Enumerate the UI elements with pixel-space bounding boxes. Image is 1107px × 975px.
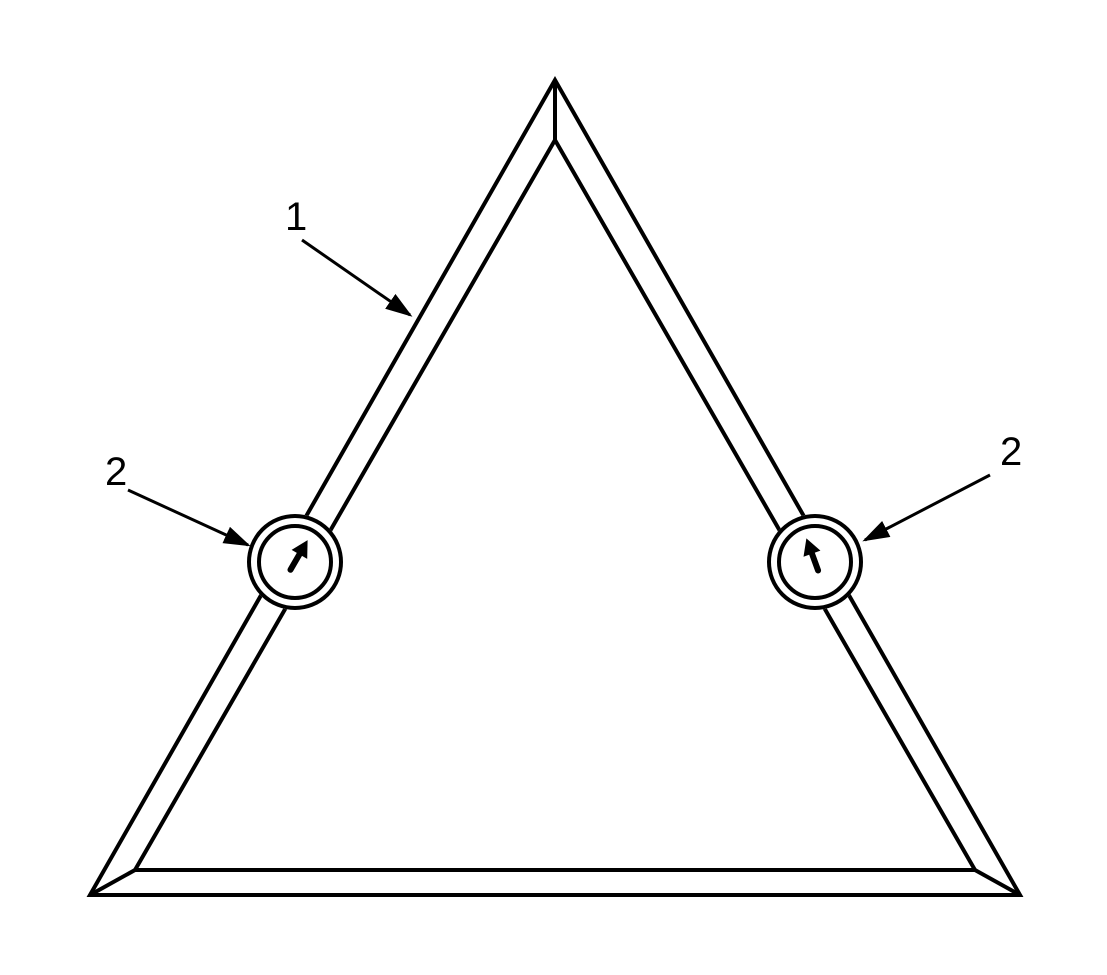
label-text: 2	[1000, 430, 1022, 474]
compass-right	[767, 514, 863, 610]
outer-triangle	[90, 80, 1020, 895]
label-arrow	[865, 475, 990, 540]
label-arrow	[302, 240, 410, 315]
label-text: 1	[285, 195, 307, 239]
diagram-canvas: 1 2 2	[0, 0, 1107, 975]
compass-left	[247, 514, 343, 610]
label-arrow	[128, 490, 248, 545]
inner-triangle	[135, 140, 975, 870]
label-text: 2	[105, 450, 127, 494]
